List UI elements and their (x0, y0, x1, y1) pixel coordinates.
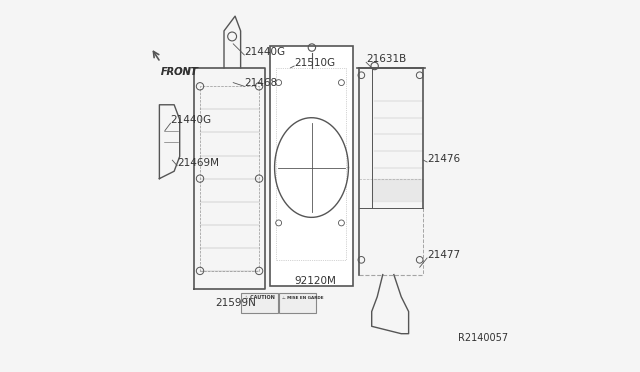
Text: 21468: 21468 (244, 78, 277, 88)
Text: FRONT: FRONT (161, 67, 198, 77)
Text: R2140057: R2140057 (458, 333, 509, 343)
Text: 21510G: 21510G (294, 58, 335, 68)
Text: 21469M: 21469M (177, 158, 219, 168)
Text: 21631B: 21631B (366, 54, 406, 64)
Bar (270, 46, 353, 286)
Text: ⚠ CAUTION: ⚠ CAUTION (244, 295, 275, 300)
Text: 92120M: 92120M (294, 276, 336, 286)
Text: 21599N: 21599N (215, 298, 255, 308)
Bar (241, 293, 278, 313)
Text: ⚠ MISE EN GARDE: ⚠ MISE EN GARDE (282, 296, 324, 300)
Bar (280, 293, 316, 313)
Text: 21440G: 21440G (244, 47, 285, 57)
Text: 21477: 21477 (427, 250, 460, 260)
Text: FRONT: FRONT (161, 67, 198, 77)
Text: 21476: 21476 (427, 154, 460, 164)
Text: 21440G: 21440G (170, 115, 212, 125)
